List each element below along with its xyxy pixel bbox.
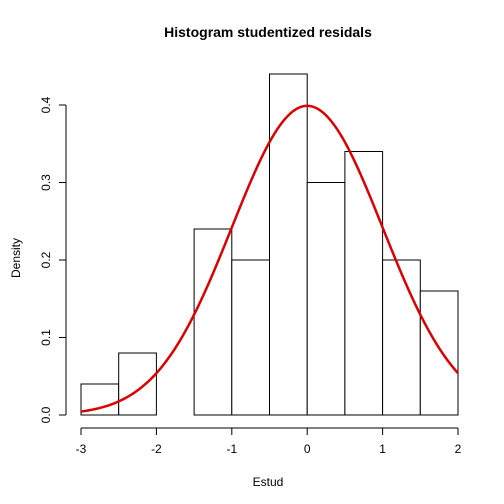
x-tick-label: -3	[76, 442, 87, 456]
x-tick-label: 2	[455, 442, 462, 456]
histogram-bar	[118, 352, 157, 416]
y-tick-label: 0.0	[39, 406, 53, 423]
y-tick-label: 0.2	[39, 251, 53, 268]
x-tick-label: 0	[304, 442, 311, 456]
chart-title: Histogram studentized residals	[164, 24, 372, 40]
x-tick-label: 1	[379, 442, 386, 456]
histogram-bars	[80, 73, 459, 416]
histogram-bar	[231, 259, 271, 416]
y-axis: 0.0 0.1 0.2 0.3 0.4	[39, 96, 67, 423]
y-axis-label: Density	[9, 238, 23, 278]
y-tick-label: 0.1	[39, 329, 53, 346]
histogram-bar	[419, 290, 459, 416]
histogram-bar	[382, 259, 421, 416]
y-tick-label: 0.4	[39, 96, 53, 113]
y-tick-label: 0.3	[39, 174, 53, 191]
histogram-bar	[269, 73, 308, 416]
x-axis-label: Estud	[253, 475, 284, 489]
histogram-bar	[306, 182, 346, 416]
x-tick-label: -2	[151, 442, 162, 456]
x-tick-label: -1	[226, 442, 237, 456]
histogram-bar	[344, 151, 384, 416]
x-axis: -3 -2 -1 0 1 2	[76, 427, 462, 456]
histogram-bar	[193, 228, 233, 416]
normal-density-curve	[80, 104, 459, 413]
